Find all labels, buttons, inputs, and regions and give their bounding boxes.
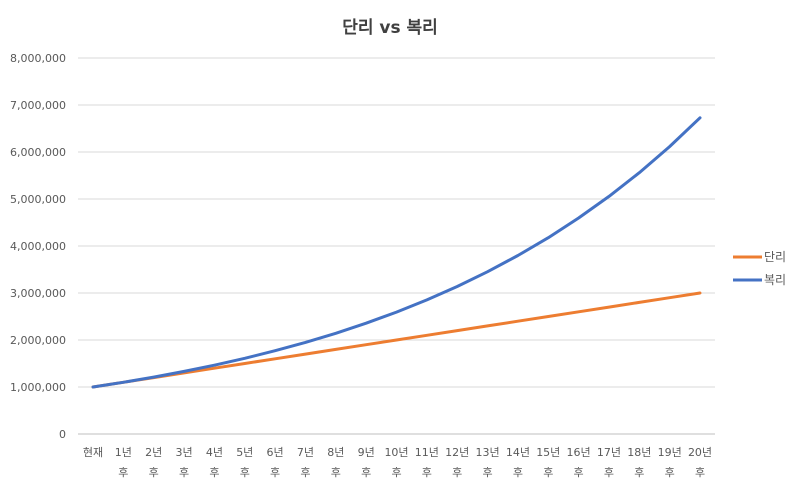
x-tick-label: 7년 xyxy=(297,446,314,459)
x-tick-label-line2: 후 xyxy=(634,466,644,479)
x-tick-label: 현재 xyxy=(83,446,103,459)
x-tick-label-line2: 후 xyxy=(422,466,432,479)
x-tick-label-line2: 후 xyxy=(118,466,128,479)
y-tick-label: 1,000,000 xyxy=(10,381,66,394)
x-tick-label-line2: 후 xyxy=(574,466,584,479)
legend-label: 복리 xyxy=(764,273,786,287)
x-tick-label-line2: 후 xyxy=(452,466,462,479)
series-line-1 xyxy=(91,291,702,389)
x-tick-label: 1년 xyxy=(115,446,132,459)
legend-label: 단리 xyxy=(764,250,786,264)
x-tick-label: 3년 xyxy=(175,446,192,459)
x-tick-label: 15년 xyxy=(536,446,560,459)
x-tick-label-line2: 후 xyxy=(695,466,705,479)
x-tick-label: 14년 xyxy=(506,446,530,459)
x-tick-label-line2: 후 xyxy=(482,466,492,479)
x-tick-label: 19년 xyxy=(658,446,682,459)
series-lines xyxy=(91,116,702,389)
x-tick-label: 20년 xyxy=(688,446,712,459)
x-tick-label: 13년 xyxy=(475,446,499,459)
y-tick-label: 4,000,000 xyxy=(10,240,66,253)
x-tick-label-line2: 후 xyxy=(543,466,553,479)
y-tick-label: 8,000,000 xyxy=(10,52,66,65)
gridlines xyxy=(78,57,715,435)
x-tick-label: 18년 xyxy=(627,446,651,459)
x-tick-label: 8년 xyxy=(327,446,344,459)
y-tick-label: 5,000,000 xyxy=(10,193,66,206)
x-tick-label: 6년 xyxy=(267,446,284,459)
x-tick-label-line2: 후 xyxy=(331,466,341,479)
x-tick-label: 17년 xyxy=(597,446,621,459)
y-tick-label: 0 xyxy=(59,428,66,441)
x-tick-label-line2: 후 xyxy=(665,466,675,479)
x-tick-label-line2: 후 xyxy=(361,466,371,479)
x-tick-label: 2년 xyxy=(145,446,162,459)
x-tick-label-line2: 후 xyxy=(149,466,159,479)
x-tick-label-line2: 후 xyxy=(240,466,250,479)
x-tick-label: 11년 xyxy=(415,446,439,459)
x-tick-label-line2: 후 xyxy=(604,466,614,479)
x-tick-label: 9년 xyxy=(358,446,375,459)
x-tick-label: 4년 xyxy=(206,446,223,459)
x-tick-label-line2: 후 xyxy=(179,466,189,479)
y-tick-label: 2,000,000 xyxy=(10,334,66,347)
x-tick-label-line2: 후 xyxy=(513,466,523,479)
y-tick-label: 3,000,000 xyxy=(10,287,66,300)
series-line-2 xyxy=(91,116,702,389)
x-tick-label: 10년 xyxy=(384,446,408,459)
x-tick-label: 12년 xyxy=(445,446,469,459)
x-tick-label-line2: 후 xyxy=(391,466,401,479)
x-tick-label: 16년 xyxy=(567,446,591,459)
x-tick-label-line2: 후 xyxy=(270,466,280,479)
chart-title: 단리 vs 복리 xyxy=(342,18,438,38)
y-axis-tick-labels: 0 1,000,000 2,000,000 3,000,000 4,000,000 5,0… xyxy=(10,52,66,441)
y-tick-label: 6,000,000 xyxy=(10,146,66,159)
x-tick-label-line2: 후 xyxy=(300,466,310,479)
x-tick-label-line2: 후 xyxy=(209,466,219,479)
y-tick-label: 7,000,000 xyxy=(10,99,66,112)
x-tick-label: 5년 xyxy=(236,446,253,459)
